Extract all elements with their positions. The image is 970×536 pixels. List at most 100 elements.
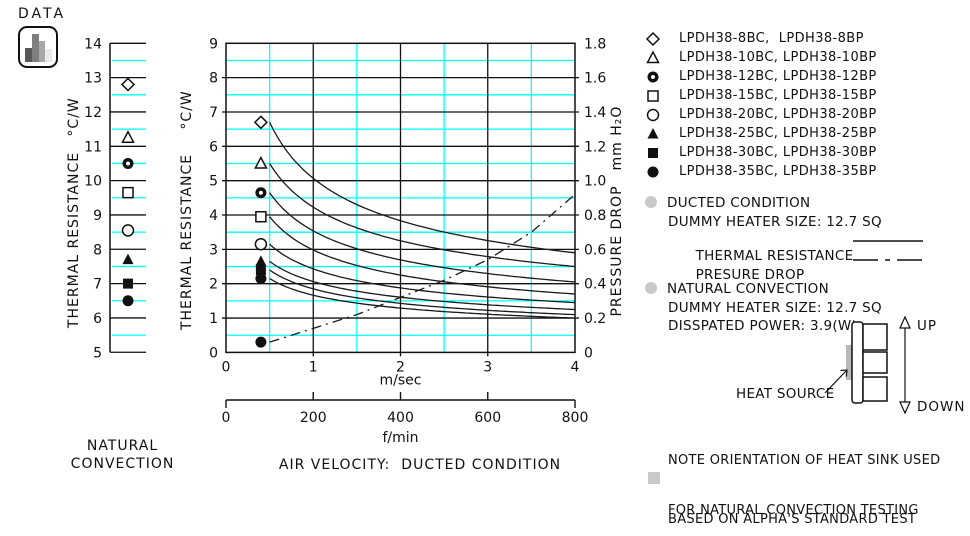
orientation-note: NOTE ORIENTATION OF HEAT SINK USED FOR N…	[668, 420, 940, 536]
x-axis-tick-label: 4	[571, 359, 580, 375]
x2-axis-tick-label: 400	[387, 410, 414, 426]
y-axis-left-tick-label: 4	[209, 208, 218, 224]
open-square-marker-icon	[122, 186, 134, 199]
open-triangle-marker-icon	[254, 155, 268, 169]
legend-label: LPDH38-12BC, LPDH38-12BP	[679, 69, 877, 84]
y-axis-tick-label: 10	[84, 174, 102, 190]
filled-square-marker-icon	[648, 147, 658, 158]
bar-chart-icon	[18, 26, 58, 68]
open-square-marker-icon	[255, 210, 267, 223]
filled-triangle-marker-icon	[255, 255, 267, 266]
y-axis-title: THERMAL RESISTANCE	[66, 152, 82, 329]
legend-label: LPDH38-25BC, LPDH38-25BP	[679, 126, 877, 141]
open-square-legend-marker	[647, 89, 659, 102]
heat-source-label: HEAT SOURCE	[736, 386, 834, 402]
x-axis-title: m/sec	[380, 372, 422, 388]
note-title-row: DUCTED CONDITION	[645, 195, 810, 211]
legend-item: LPDH38-8BC, LPDH38-8BP	[645, 29, 877, 48]
linestyle-label: THERMAL RESISTANCE	[695, 248, 854, 264]
thermal-resistance-curve	[269, 163, 576, 268]
thermal-resistance-curve	[269, 269, 576, 316]
open-diamond-marker-icon	[120, 77, 136, 92]
thermal-resistance-curve	[269, 122, 576, 254]
note-line: NOTE ORIENTATION OF HEAT SINK USED	[668, 453, 941, 468]
natural-convection-note: NATURAL CONVECTION DUMMY HEATER SIZE: 12…	[645, 281, 945, 341]
legend-item: LPDH38-20BC, LPDH38-20BP	[645, 105, 877, 124]
open-circle-marker-icon	[121, 224, 135, 237]
open-diamond-marker-icon	[253, 115, 268, 130]
y-axis-right-tick-label: 0.6	[584, 242, 606, 258]
heatsink-fin	[862, 376, 888, 402]
legend-item: LPDH38-12BC, LPDH38-12BP	[645, 67, 877, 86]
note-title: NATURAL CONVECTION	[667, 281, 829, 297]
y-axis-left-tick-label: 1	[209, 311, 218, 327]
note-line: BASED ON ALPHA'S STANDARD TEST	[668, 512, 917, 527]
legend-item: LPDH38-30BC, LPDH38-30BP	[645, 143, 877, 162]
y-axis-tick-label: 8	[93, 242, 102, 258]
thermal-resistance-curve	[269, 260, 576, 311]
heatsink-fin	[862, 323, 888, 351]
y-axis-left-tick-label: 9	[209, 36, 218, 52]
legend-label: LPDH38-15BC, LPDH38-15BP	[679, 88, 877, 103]
open-circle-legend-marker	[646, 108, 660, 121]
y-axis-left-tick-label: 7	[209, 105, 218, 121]
y-axis-tick-label: 14	[84, 36, 102, 52]
x2-axis-tick-label: 600	[474, 410, 501, 426]
open-triangle-marker-icon	[646, 49, 660, 63]
y-axis-right-unit-label: mm H₂O	[609, 106, 625, 171]
legend-item: LPDH38-15BC, LPDH38-15BP	[645, 86, 877, 105]
x2-axis-tick-label: 800	[562, 410, 589, 426]
bullseye-legend-marker	[647, 71, 659, 82]
bullseye-marker-icon	[651, 74, 655, 79]
note-title: DUCTED CONDITION	[667, 195, 811, 211]
gray-bullet-icon	[645, 196, 657, 208]
y-axis-left-tick-label: 0	[209, 345, 218, 361]
y-axis-tick-label: 9	[93, 208, 102, 224]
solid-line-sample	[853, 240, 923, 242]
y-axis-right-tick-label: 0.8	[584, 208, 606, 224]
heat-sink-orientation-diagram: UP DOWN HEAT SOURCE	[736, 315, 964, 415]
x-axis-tick-label: 2	[396, 359, 405, 375]
legend-item: LPDH38-10BC, LPDH38-10BP	[645, 48, 877, 67]
thermal-resistance-curve	[269, 192, 576, 283]
note-line: DUMMY HEATER SIZE: 12.7 SQ	[668, 213, 882, 230]
icon-bar	[38, 41, 46, 62]
thermal-resistance-curve	[269, 278, 576, 319]
legend-item: LPDH38-25BC, LPDH38-25BP	[645, 124, 877, 143]
y-axis-left-tick-label: 5	[209, 174, 218, 190]
y-axis-right-tick-label: 1.0	[584, 174, 606, 190]
x2-axis-title: f/min	[382, 430, 418, 446]
caption-line: CONVECTION	[70, 456, 175, 472]
y-axis-left-tick-label: 6	[209, 139, 218, 155]
filled-triangle-marker-icon	[647, 127, 659, 138]
pressure-drop-linestyle-row: PRESURE DROP	[668, 251, 923, 315]
y-axis-tick-label: 6	[93, 311, 102, 327]
legend-label: LPDH38-20BC, LPDH38-20BP	[679, 107, 877, 122]
filled-triangle-marker-icon	[122, 253, 134, 265]
ducted-condition-note: DUCTED CONDITION DUMMY HEATER SIZE: 12.7…	[645, 195, 945, 283]
air-velocity-caption: AIR VELOCITY: DUCTED CONDITION	[278, 457, 562, 473]
filled-square-legend-marker	[648, 147, 658, 158]
dash-dot-line-sample	[853, 258, 923, 261]
y-axis-left-unit-label: °C/W	[180, 90, 195, 129]
up-arrowhead-icon	[899, 315, 911, 329]
y-axis-right-tick-label: 1.6	[584, 71, 606, 87]
y-axis-right-tick-label: 0.2	[584, 311, 606, 327]
y-axis-left-tick-label: 3	[209, 242, 218, 258]
legend-label: LPDH38-10BC, LPDH38-10BP	[679, 50, 877, 65]
heat-source-shape	[846, 345, 853, 380]
caption-line: NATURAL	[86, 438, 159, 454]
bullseye-marker-icon	[126, 161, 130, 166]
open-triangle-legend-marker	[646, 49, 660, 63]
y-axis-right-tick-label: 1.8	[584, 36, 606, 52]
x2-axis-tick-label: 0	[222, 410, 231, 426]
legend-label: LPDH38-35BC, LPDH38-35BP	[679, 164, 877, 179]
note-title-row: NATURAL CONVECTION	[645, 281, 829, 297]
bullseye-marker-icon	[258, 190, 263, 195]
pressure-drop-curve	[269, 193, 576, 343]
legend-label: LPDH38-8BC, LPDH38-8BP	[679, 31, 864, 46]
y-axis-right-title: PRESSURE DROP	[609, 185, 625, 316]
x-axis-tick-label: 3	[483, 359, 492, 375]
